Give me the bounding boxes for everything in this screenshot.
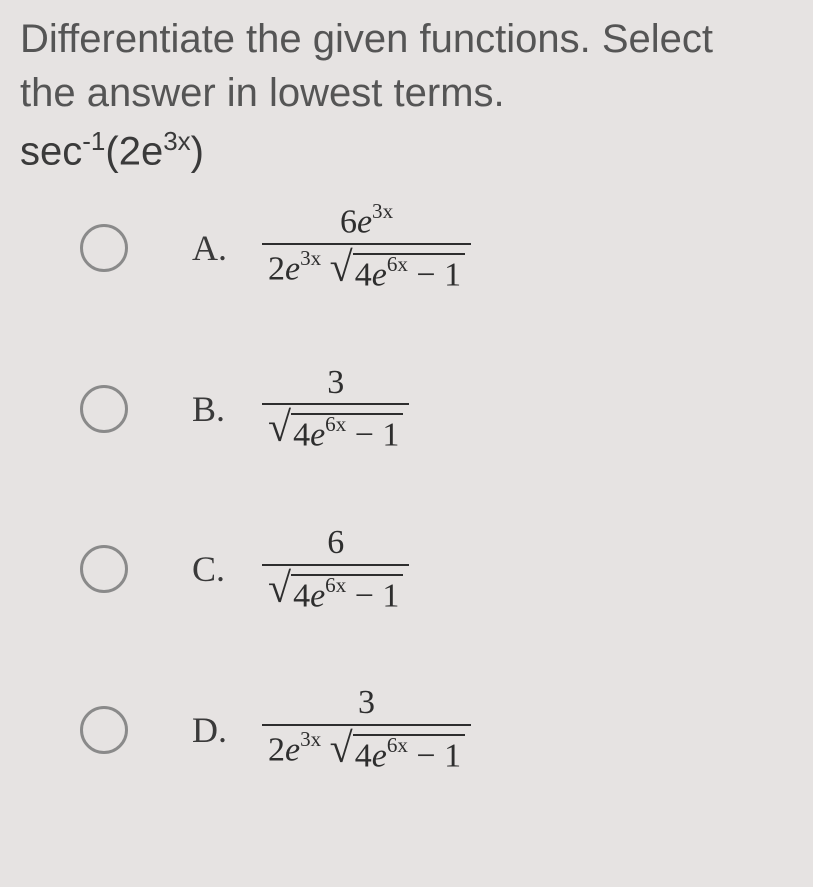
sqrt: √ 4e6x − 1 bbox=[268, 570, 403, 615]
option-fraction: 3 2e3x √ 4e6x − 1 bbox=[262, 684, 471, 774]
func-arg-exp: 3x bbox=[163, 126, 190, 156]
sqrt-coef: 4 bbox=[293, 417, 310, 454]
radio-button[interactable] bbox=[80, 706, 128, 754]
option-row[interactable]: C. 6 √ 4e6x − 1 bbox=[80, 524, 793, 614]
sqrt-e-exp: 6x bbox=[387, 252, 408, 276]
option-label: C. bbox=[192, 548, 234, 590]
fraction-denominator: √ 4e6x − 1 bbox=[262, 566, 409, 615]
sqrt-content: 4e6x − 1 bbox=[353, 734, 465, 775]
sqrt: √ 4e6x − 1 bbox=[330, 730, 465, 775]
sqrt-e: e bbox=[310, 417, 325, 454]
option-fraction: 6 √ 4e6x − 1 bbox=[262, 524, 409, 614]
sqrt-content: 4e6x − 1 bbox=[353, 253, 465, 294]
den-lead-e-exp: 3x bbox=[300, 246, 321, 270]
option-label: A. bbox=[192, 227, 234, 269]
option-row[interactable]: A. 6e3x 2e3x √ 4e6x − 1 bbox=[80, 202, 793, 294]
sqrt-content: 4e6x − 1 bbox=[291, 574, 403, 615]
den-lead-e-exp: 3x bbox=[300, 727, 321, 751]
num-e-exp-val: 3x bbox=[372, 199, 393, 223]
num-e-exp: 3x bbox=[372, 199, 393, 223]
fraction-numerator: 6e3x bbox=[262, 202, 471, 243]
sqrt-tail: − 1 bbox=[408, 257, 461, 294]
option-row[interactable]: D. 3 2e3x √ 4e6x − 1 bbox=[80, 684, 793, 774]
sqrt-e-exp: 6x bbox=[325, 412, 346, 436]
question-function: sec-1(2e3x) bbox=[20, 126, 793, 174]
sqrt: √ 4e6x − 1 bbox=[268, 409, 403, 454]
radical-icon: √ bbox=[268, 411, 291, 456]
sqrt-coef: 4 bbox=[355, 737, 372, 774]
den-lead-e: e bbox=[285, 731, 300, 768]
func-arg-open: (2e bbox=[105, 129, 163, 173]
func-sec: sec bbox=[20, 129, 82, 173]
question-page: Differentiate the given functions. Selec… bbox=[0, 0, 813, 795]
radio-button[interactable] bbox=[80, 545, 128, 593]
option-fraction: 6e3x 2e3x √ 4e6x − 1 bbox=[262, 202, 471, 294]
num-coef: 3 bbox=[327, 364, 344, 401]
num-coef: 6 bbox=[327, 524, 344, 561]
option-row[interactable]: B. 3 √ 4e6x − 1 bbox=[80, 364, 793, 454]
fraction-numerator: 6 bbox=[262, 524, 409, 563]
fraction-numerator: 3 bbox=[262, 684, 471, 723]
sqrt-e-exp: 6x bbox=[387, 733, 408, 757]
radical-icon: √ bbox=[330, 732, 353, 777]
option-fraction: 3 √ 4e6x − 1 bbox=[262, 364, 409, 454]
prompt-line-2: the answer in lowest terms. bbox=[20, 71, 505, 115]
den-lead-coef: 2 bbox=[268, 731, 285, 768]
sqrt: √ 4e6x − 1 bbox=[330, 249, 465, 294]
sqrt-coef: 4 bbox=[293, 577, 310, 614]
sqrt-tail: − 1 bbox=[408, 737, 461, 774]
sqrt-e: e bbox=[372, 737, 387, 774]
func-inverse-exp: -1 bbox=[82, 126, 105, 156]
question-prompt: Differentiate the given functions. Selec… bbox=[20, 12, 793, 120]
radical-icon: √ bbox=[330, 251, 353, 296]
options-container: A. 6e3x 2e3x √ 4e6x − 1 bbox=[20, 202, 793, 774]
num-e: e bbox=[357, 204, 372, 241]
radio-button[interactable] bbox=[80, 385, 128, 433]
func-arg-close: ) bbox=[191, 129, 204, 173]
den-lead-e: e bbox=[285, 250, 300, 287]
radical-icon: √ bbox=[268, 572, 291, 617]
fraction-denominator: 2e3x √ 4e6x − 1 bbox=[262, 245, 471, 294]
den-lead-coef: 2 bbox=[268, 250, 285, 287]
num-coef: 3 bbox=[358, 684, 375, 721]
num-coef: 6 bbox=[340, 204, 357, 241]
sqrt-tail: − 1 bbox=[346, 417, 399, 454]
fraction-denominator: 2e3x √ 4e6x − 1 bbox=[262, 726, 471, 775]
sqrt-coef: 4 bbox=[355, 257, 372, 294]
sqrt-e: e bbox=[310, 577, 325, 614]
sqrt-e-exp: 6x bbox=[325, 573, 346, 597]
option-label: D. bbox=[192, 709, 234, 751]
prompt-line-1: Differentiate the given functions. Selec… bbox=[20, 17, 713, 61]
radio-button[interactable] bbox=[80, 224, 128, 272]
sqrt-e: e bbox=[372, 257, 387, 294]
option-label: B. bbox=[192, 388, 234, 430]
fraction-denominator: √ 4e6x − 1 bbox=[262, 405, 409, 454]
sqrt-content: 4e6x − 1 bbox=[291, 413, 403, 454]
fraction-numerator: 3 bbox=[262, 364, 409, 403]
sqrt-tail: − 1 bbox=[346, 577, 399, 614]
